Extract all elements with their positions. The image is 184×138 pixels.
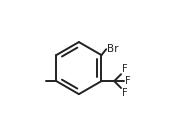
Text: Br: Br xyxy=(107,44,119,54)
Text: F: F xyxy=(125,76,130,86)
Text: F: F xyxy=(122,88,128,98)
Text: F: F xyxy=(122,64,128,74)
